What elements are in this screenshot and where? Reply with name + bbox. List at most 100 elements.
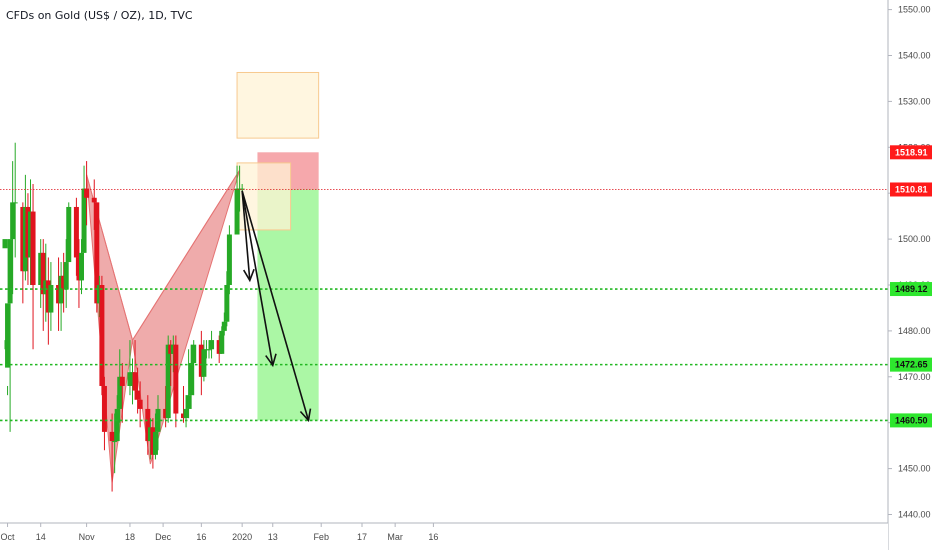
candle-body	[150, 427, 156, 455]
candle[interactable]	[28, 179, 33, 285]
candle[interactable]	[30, 184, 36, 350]
candle[interactable]	[38, 239, 44, 308]
candle[interactable]	[5, 303, 11, 396]
candle-body	[145, 408, 151, 442]
candle[interactable]	[132, 340, 138, 400]
candle[interactable]	[216, 335, 222, 364]
rectangle-drawing-1[interactable]	[236, 71, 320, 139]
candle[interactable]	[84, 161, 90, 226]
candle[interactable]	[101, 376, 107, 451]
candle[interactable]	[150, 418, 156, 469]
candle[interactable]	[221, 312, 227, 336]
candle-body	[203, 349, 209, 351]
forecast-arrow-3[interactable]	[241, 190, 312, 423]
price-label-text: 1489.12	[895, 284, 928, 294]
candle[interactable]	[183, 395, 189, 428]
candle[interactable]	[170, 335, 176, 373]
candle[interactable]	[127, 340, 133, 396]
time-tick-label: 18	[125, 532, 135, 542]
candle[interactable]	[91, 179, 97, 230]
candle[interactable]	[94, 202, 100, 313]
arrow-head	[265, 353, 277, 368]
candle-body	[112, 441, 118, 443]
candle[interactable]	[206, 340, 212, 359]
candle[interactable]	[20, 202, 26, 304]
candle[interactable]	[40, 239, 46, 331]
candle[interactable]	[43, 243, 49, 322]
candle[interactable]	[119, 363, 125, 423]
candle[interactable]	[234, 165, 240, 235]
candle[interactable]	[201, 340, 207, 382]
candle-body	[168, 344, 174, 354]
candle-body	[48, 285, 54, 313]
candle[interactable]	[168, 340, 174, 386]
price-label-text: 1460.50	[895, 415, 928, 425]
candle[interactable]	[237, 165, 243, 212]
candle[interactable]	[165, 335, 171, 423]
candle[interactable]	[186, 349, 192, 419]
candle[interactable]	[203, 340, 209, 359]
candle[interactable]	[79, 239, 84, 295]
candle[interactable]	[209, 330, 215, 359]
time-tick-label: Dec	[155, 532, 172, 542]
candle[interactable]	[198, 330, 204, 396]
candle[interactable]	[2, 239, 8, 350]
candle[interactable]	[112, 413, 118, 474]
candle[interactable]	[224, 271, 230, 327]
candle[interactable]	[155, 395, 161, 451]
candle-body	[79, 252, 84, 281]
candle-body	[94, 202, 100, 304]
candle-body	[224, 285, 230, 322]
candle-body	[114, 408, 120, 442]
chart-title: CFDs on Gold (US$ / OZ), 1D, TVC	[6, 9, 193, 22]
candle[interactable]	[61, 252, 67, 313]
candle[interactable]	[114, 395, 120, 442]
candle[interactable]	[56, 257, 62, 331]
forecast-arrow-2[interactable]	[241, 190, 277, 368]
candle[interactable]	[173, 335, 179, 428]
candle[interactable]	[73, 197, 79, 276]
candle[interactable]	[7, 239, 13, 432]
candle[interactable]	[226, 225, 232, 295]
price-tick-label: 1450.00	[898, 464, 931, 474]
candle[interactable]	[25, 193, 31, 285]
candle[interactable]	[145, 395, 151, 455]
forecast-arrow-1[interactable]	[241, 190, 255, 283]
candle[interactable]	[188, 344, 194, 409]
candle[interactable]	[99, 275, 105, 396]
candle[interactable]	[117, 349, 123, 423]
candle[interactable]	[219, 326, 225, 354]
candle[interactable]	[10, 161, 16, 295]
candle-body	[147, 427, 153, 442]
candle[interactable]	[181, 385, 186, 423]
candle[interactable]	[12, 142, 18, 258]
candle-body	[119, 376, 125, 386]
arrows	[241, 190, 312, 423]
candle[interactable]	[191, 340, 197, 396]
candle[interactable]	[81, 165, 87, 253]
candles	[2, 142, 245, 492]
candle-body	[188, 363, 194, 396]
candle[interactable]	[63, 239, 69, 308]
time-tick-label: 16	[196, 532, 206, 542]
candle[interactable]	[22, 174, 28, 281]
candle-body	[132, 372, 138, 391]
candle[interactable]	[96, 275, 102, 318]
candle[interactable]	[66, 202, 72, 263]
candle[interactable]	[76, 239, 82, 308]
candle-body	[28, 211, 33, 258]
candle[interactable]	[147, 418, 153, 460]
candle-body	[237, 188, 243, 190]
candle[interactable]	[130, 358, 135, 405]
candle[interactable]	[135, 367, 141, 414]
candle[interactable]	[48, 262, 54, 331]
arrow-shaft	[241, 190, 310, 421]
candle-body	[137, 399, 143, 409]
time-tick-label: 17	[357, 532, 367, 542]
candle[interactable]	[45, 257, 51, 345]
candle-body	[91, 197, 97, 203]
candle-body	[7, 239, 13, 304]
candle[interactable]	[109, 413, 115, 492]
